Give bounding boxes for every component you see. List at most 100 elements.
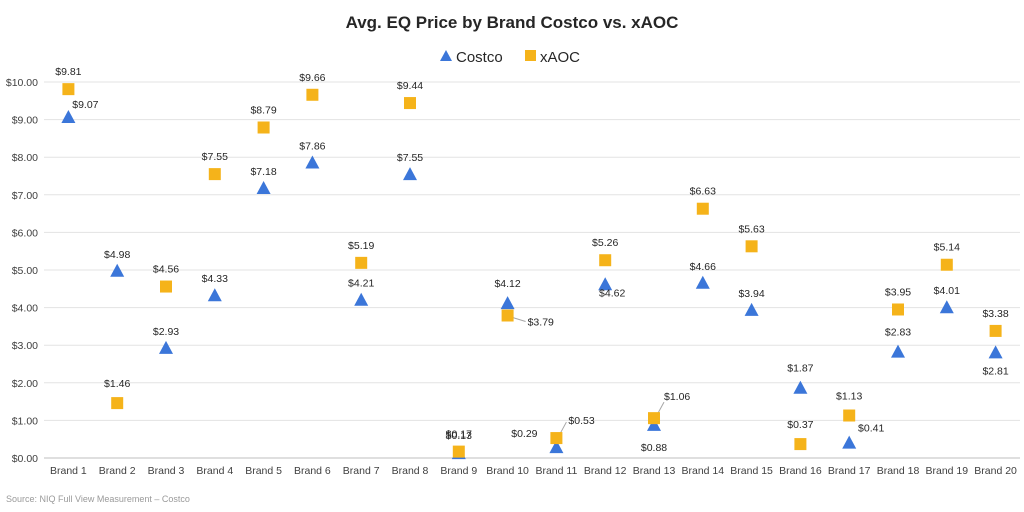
x-tick-label: Brand 15 bbox=[730, 465, 773, 477]
costco-data-label: $2.93 bbox=[153, 326, 179, 338]
costco-data-label: $4.12 bbox=[494, 278, 520, 290]
xaoc-point bbox=[843, 409, 856, 422]
costco-point bbox=[159, 340, 173, 354]
costco-point bbox=[549, 440, 564, 454]
costco-point bbox=[61, 109, 76, 123]
x-tick-label: Brand 1 bbox=[50, 465, 87, 477]
xaoc-data-label: $5.19 bbox=[348, 240, 374, 252]
xaoc-data-label: $5.26 bbox=[592, 237, 618, 249]
gridlines bbox=[44, 81, 1020, 459]
xaoc-point bbox=[501, 309, 514, 322]
x-tick-label: Brand 8 bbox=[392, 465, 429, 477]
y-tick-label: $9.00 bbox=[12, 115, 38, 127]
xaoc-data-label: $9.44 bbox=[397, 80, 423, 92]
xaoc-data-label: $5.14 bbox=[934, 242, 960, 254]
y-tick-label: $2.00 bbox=[12, 378, 38, 390]
x-tick-label: Brand 13 bbox=[633, 465, 676, 477]
costco-data-label: $0.29 bbox=[511, 428, 537, 440]
x-tick-label: Brand 7 bbox=[343, 465, 380, 477]
xaoc-point bbox=[111, 397, 124, 410]
xaoc-point bbox=[404, 97, 416, 110]
xaoc-point bbox=[599, 254, 612, 267]
xaoc-data-label: $8.79 bbox=[250, 104, 276, 116]
xaoc-point bbox=[550, 432, 563, 445]
xaoc-point bbox=[62, 83, 75, 96]
costco-data-label: $9.07 bbox=[72, 99, 98, 111]
leader-line bbox=[512, 317, 526, 322]
data-labels: $9.07 $4.98 $2.93 $4.33 $7.18 $7.86 $4.21 $7.55… bbox=[55, 66, 1009, 454]
x-tick-label: Brand 6 bbox=[294, 465, 331, 477]
costco-data-label: $7.86 bbox=[299, 140, 325, 152]
x-tick-label: Brand 16 bbox=[779, 465, 822, 477]
y-axis: $0.00 $1.00 $2.00 $3.00 $4.00 $5.00 $6.00 $7.00… bbox=[6, 77, 38, 465]
xaoc-point bbox=[257, 121, 270, 134]
costco-data-label: $0.88 bbox=[641, 442, 667, 454]
costco-point bbox=[988, 345, 1003, 359]
costco-data-label: $2.83 bbox=[885, 327, 911, 339]
costco-point bbox=[695, 275, 710, 289]
costco-data-label: $4.33 bbox=[202, 273, 228, 285]
xaoc-point bbox=[306, 88, 319, 101]
x-tick-label: Brand 10 bbox=[486, 465, 529, 477]
xaoc-data-label: $1.46 bbox=[104, 378, 130, 390]
xaoc-point bbox=[745, 240, 758, 253]
costco-point bbox=[891, 344, 905, 358]
xaoc-point bbox=[794, 438, 807, 451]
x-tick-label: Brand 14 bbox=[681, 465, 724, 477]
y-tick-label: $3.00 bbox=[12, 340, 38, 352]
xaoc-data-label: $0.53 bbox=[568, 415, 594, 427]
x-tick-label: Brand 2 bbox=[99, 465, 136, 477]
costco-point bbox=[110, 263, 125, 277]
costco-point bbox=[354, 292, 369, 306]
costco-data-label: $2.81 bbox=[982, 365, 1008, 377]
xaoc-point bbox=[892, 303, 904, 316]
xaoc-point bbox=[208, 168, 221, 181]
costco-point bbox=[744, 302, 759, 316]
x-tick-label: Brand 20 bbox=[974, 465, 1017, 477]
costco-point bbox=[305, 155, 320, 169]
xaoc-data-label: $9.66 bbox=[299, 72, 325, 84]
costco-point bbox=[256, 181, 271, 195]
costco-data-label: $0.13 bbox=[446, 430, 472, 442]
y-tick-label: $6.00 bbox=[12, 227, 38, 239]
xaoc-data-label: $1.06 bbox=[664, 391, 690, 403]
costco-point bbox=[598, 277, 613, 291]
source-note: Source: NIQ Full View Measurement – Cost… bbox=[6, 494, 190, 504]
x-axis: Brand 1 Brand 2 Brand 3 Brand 4 Brand 5 Brand… bbox=[50, 465, 1017, 477]
y-tick-label: $4.00 bbox=[12, 303, 38, 315]
x-tick-label: Brand 17 bbox=[828, 465, 871, 477]
xaoc-data-label: $6.63 bbox=[690, 186, 716, 198]
costco-data-label: $7.18 bbox=[250, 166, 276, 178]
xaoc-data-label: $1.13 bbox=[836, 391, 862, 403]
y-tick-label: $1.00 bbox=[12, 415, 38, 427]
costco-data-label: $1.87 bbox=[787, 363, 813, 375]
xaoc-data-label: $0.17 bbox=[446, 429, 472, 441]
xaoc-data-label: $4.56 bbox=[153, 264, 179, 276]
y-tick-label: $0.00 bbox=[12, 453, 38, 465]
xaoc-data-label: $3.38 bbox=[982, 308, 1008, 320]
costco-data-label: $3.94 bbox=[738, 288, 764, 300]
legend-label-xaoc: xAOC bbox=[540, 49, 580, 66]
xaoc-point bbox=[355, 256, 368, 269]
legend-triangle-icon bbox=[440, 50, 452, 61]
costco-point bbox=[207, 288, 222, 302]
xaoc-point bbox=[940, 258, 953, 271]
y-tick-label: $7.00 bbox=[12, 190, 38, 202]
data-marks bbox=[61, 83, 1003, 460]
legend-square-icon bbox=[525, 50, 536, 61]
x-tick-label: Brand 19 bbox=[925, 465, 968, 477]
costco-data-label: $0.41 bbox=[858, 423, 884, 435]
costco-data-label: $7.55 bbox=[397, 152, 423, 164]
chart-title: Avg. EQ Price by Brand Costco vs. xAOC bbox=[346, 13, 679, 32]
legend-label-costco: Costco bbox=[456, 49, 503, 66]
costco-point bbox=[647, 417, 661, 431]
x-tick-label: Brand 4 bbox=[196, 465, 233, 477]
costco-point bbox=[793, 380, 808, 394]
costco-data-label: $4.21 bbox=[348, 278, 374, 290]
y-tick-label: $5.00 bbox=[12, 265, 38, 277]
xaoc-data-label: $7.55 bbox=[202, 151, 228, 163]
xaoc-data-label: $3.95 bbox=[885, 286, 911, 298]
xaoc-point bbox=[696, 202, 709, 215]
costco-point bbox=[842, 435, 857, 449]
